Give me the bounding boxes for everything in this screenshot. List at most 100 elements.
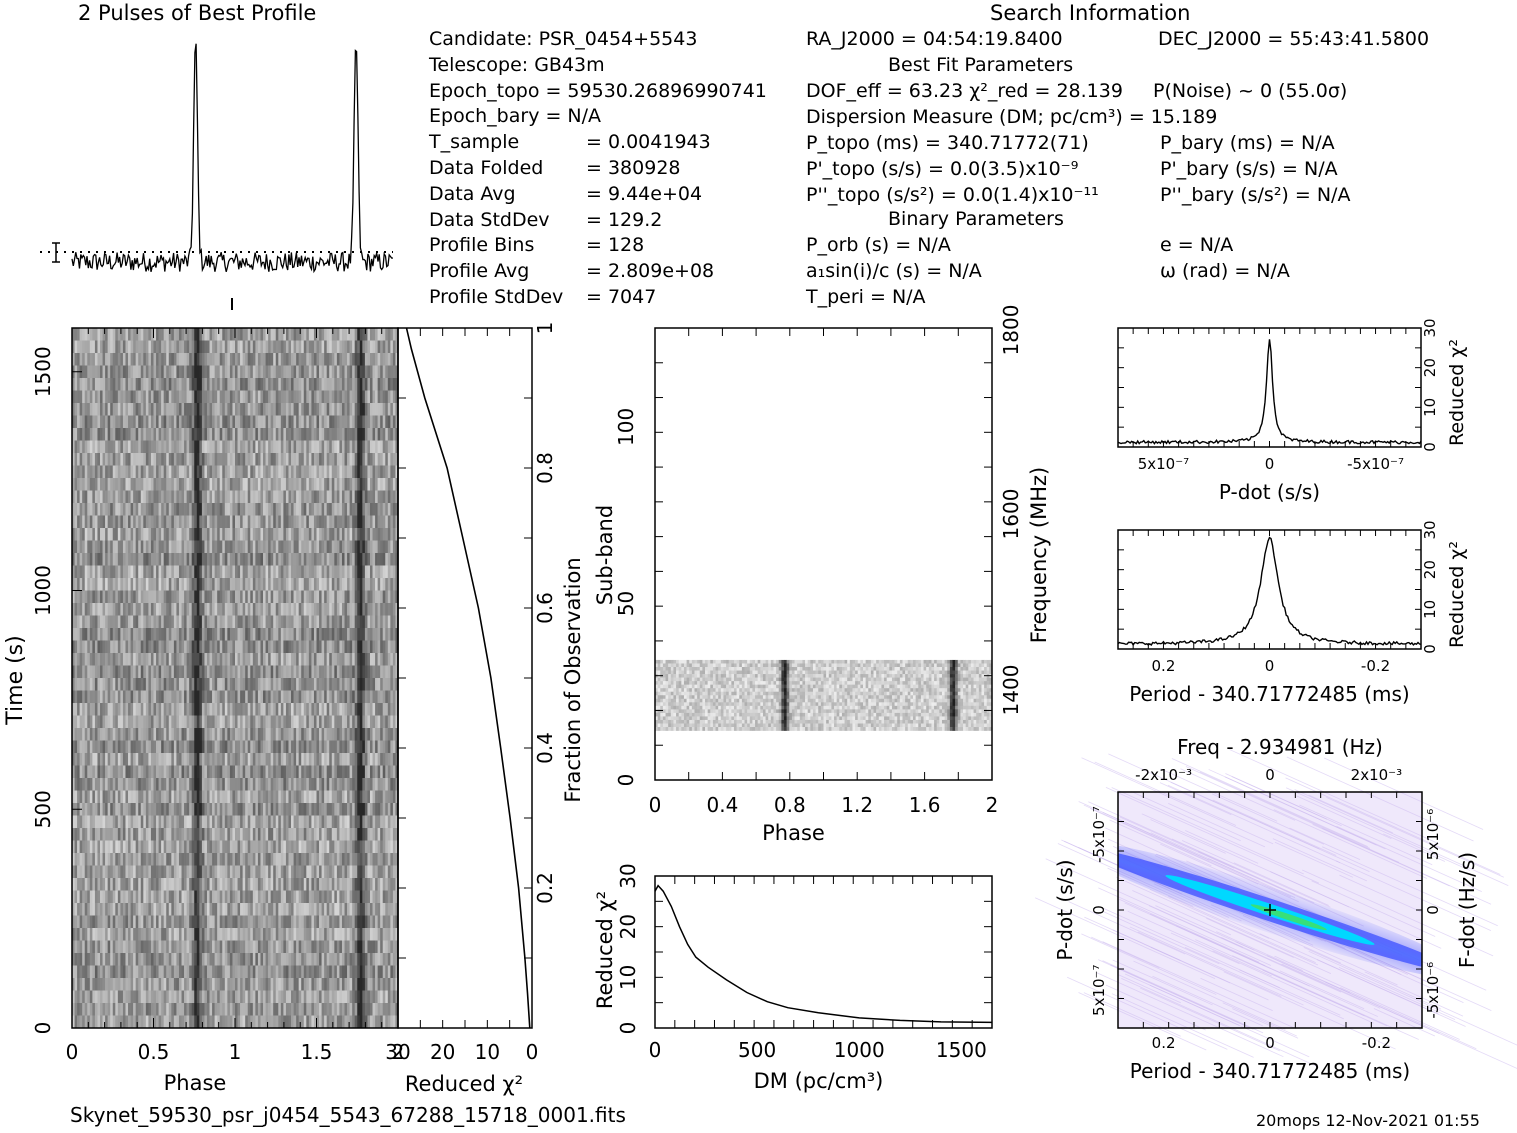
time-phase-cell: [130, 378, 134, 391]
time-phase-cell: [128, 453, 131, 466]
time-phase-cell: [128, 665, 131, 679]
time-phase-cell: [97, 403, 101, 416]
time-phase-cell: [357, 565, 361, 579]
time-phase-cell: [158, 565, 162, 579]
time-phase-cell: [316, 590, 320, 604]
time-phase-cell: [298, 328, 302, 341]
time-phase-cell: [148, 778, 152, 791]
time-phase-cell: [392, 603, 396, 616]
time-phase-cell: [245, 590, 249, 604]
time-phase-cell: [163, 665, 167, 679]
time-phase-cell: [306, 365, 310, 379]
time-phase-cell: [145, 578, 149, 591]
time-phase-cell: [329, 628, 333, 641]
time-phase-cell: [250, 740, 254, 754]
time-phase-cell: [148, 540, 152, 554]
time-phase-cell: [288, 790, 292, 804]
time-phase-cell: [112, 553, 116, 566]
time-phase-cell: [278, 665, 282, 679]
time-phase-cell: [265, 465, 269, 479]
time-phase-cell: [385, 703, 389, 716]
time-phase-cell: [324, 540, 327, 554]
time-phase-cell: [173, 690, 177, 704]
time-phase-cell: [201, 453, 205, 466]
time-phase-cell: [329, 465, 333, 479]
time-phase-cell: [301, 690, 305, 704]
time-phase-cell: [387, 515, 391, 529]
time-phase-cell: [362, 603, 366, 616]
time-phase-cell: [105, 503, 108, 516]
time-phase-cell: [194, 540, 198, 554]
time-phase-cell: [375, 515, 378, 529]
time-phase-cell: [214, 740, 218, 754]
time-phase-cell: [235, 653, 238, 666]
time-phase-cell: [288, 740, 292, 754]
time-phase-cell: [219, 715, 223, 729]
time-phase-cell: [186, 653, 190, 666]
time-phase-cell: [377, 715, 381, 729]
time-phase-cell: [77, 665, 80, 679]
time-phase-cell: [143, 440, 147, 454]
time-phase-cell: [89, 690, 93, 704]
time-phase-cell: [298, 703, 302, 716]
time-phase-cell: [242, 490, 246, 504]
time-phase-cell: [291, 790, 294, 804]
time-phase-cell: [156, 403, 159, 416]
time-phase-cell: [171, 778, 175, 791]
time-phase-cell: [219, 340, 223, 354]
time-phase-cell: [385, 453, 389, 466]
time-phase-cell: [107, 590, 111, 604]
time-phase-cell: [110, 415, 114, 429]
time-phase-cell: [311, 615, 315, 629]
time-phase-cell: [161, 653, 164, 666]
time-phase-cell: [112, 590, 116, 604]
time-phase-cell: [245, 415, 249, 429]
time-phase-cell: [168, 765, 172, 779]
time-phase-cell: [178, 690, 182, 704]
time-phase-cell: [125, 790, 129, 804]
time-phase-cell: [296, 778, 299, 791]
time-phase-cell: [156, 440, 159, 454]
time-phase-cell: [206, 453, 210, 466]
time-phase-cell: [339, 378, 343, 391]
time-phase-cell: [232, 453, 236, 466]
time-phase-cell: [107, 378, 111, 391]
time-phase-cell: [150, 378, 154, 391]
time-phase-cell: [143, 715, 147, 729]
time-phase-cell: [153, 440, 157, 454]
time-phase-cell: [293, 540, 297, 554]
time-phase-cell: [122, 728, 126, 741]
time-phase-cell: [280, 678, 284, 691]
time-phase-cell: [354, 503, 358, 516]
time-phase-cell: [214, 340, 218, 354]
time-phase-cell: [265, 678, 269, 691]
time-phase-cell: [163, 690, 167, 704]
time-phase-cell: [94, 678, 98, 691]
time-phase-cell: [321, 565, 325, 579]
time-phase-cell: [194, 765, 198, 779]
time-phase-cell: [273, 715, 277, 729]
time-phase-cell: [344, 328, 348, 341]
time-phase-cell: [148, 528, 152, 541]
time-phase-cell: [212, 540, 215, 554]
time-phase-cell: [313, 628, 317, 641]
time-phase-cell: [153, 628, 157, 641]
time-phase-cell: [128, 590, 131, 604]
time-phase-cell: [278, 490, 282, 504]
time-phase-cell: [135, 778, 139, 791]
time-phase-cell: [168, 540, 172, 554]
time-phase-cell: [359, 328, 363, 341]
time-phase-cell: [298, 440, 302, 454]
time-phase-cell: [291, 515, 294, 529]
time-phase-cell: [387, 378, 391, 391]
time-phase-cell: [242, 628, 246, 641]
time-phase-cell: [138, 490, 142, 504]
time-phase-cell: [375, 778, 378, 791]
time-phase-cell: [288, 478, 292, 491]
time-phase-cell: [189, 790, 193, 804]
time-phase-cell: [349, 690, 353, 704]
time-phase-cell: [224, 665, 228, 679]
time-phase-cell: [283, 690, 287, 704]
time-phase-cell: [291, 390, 294, 404]
time-phase-cell: [135, 678, 139, 691]
